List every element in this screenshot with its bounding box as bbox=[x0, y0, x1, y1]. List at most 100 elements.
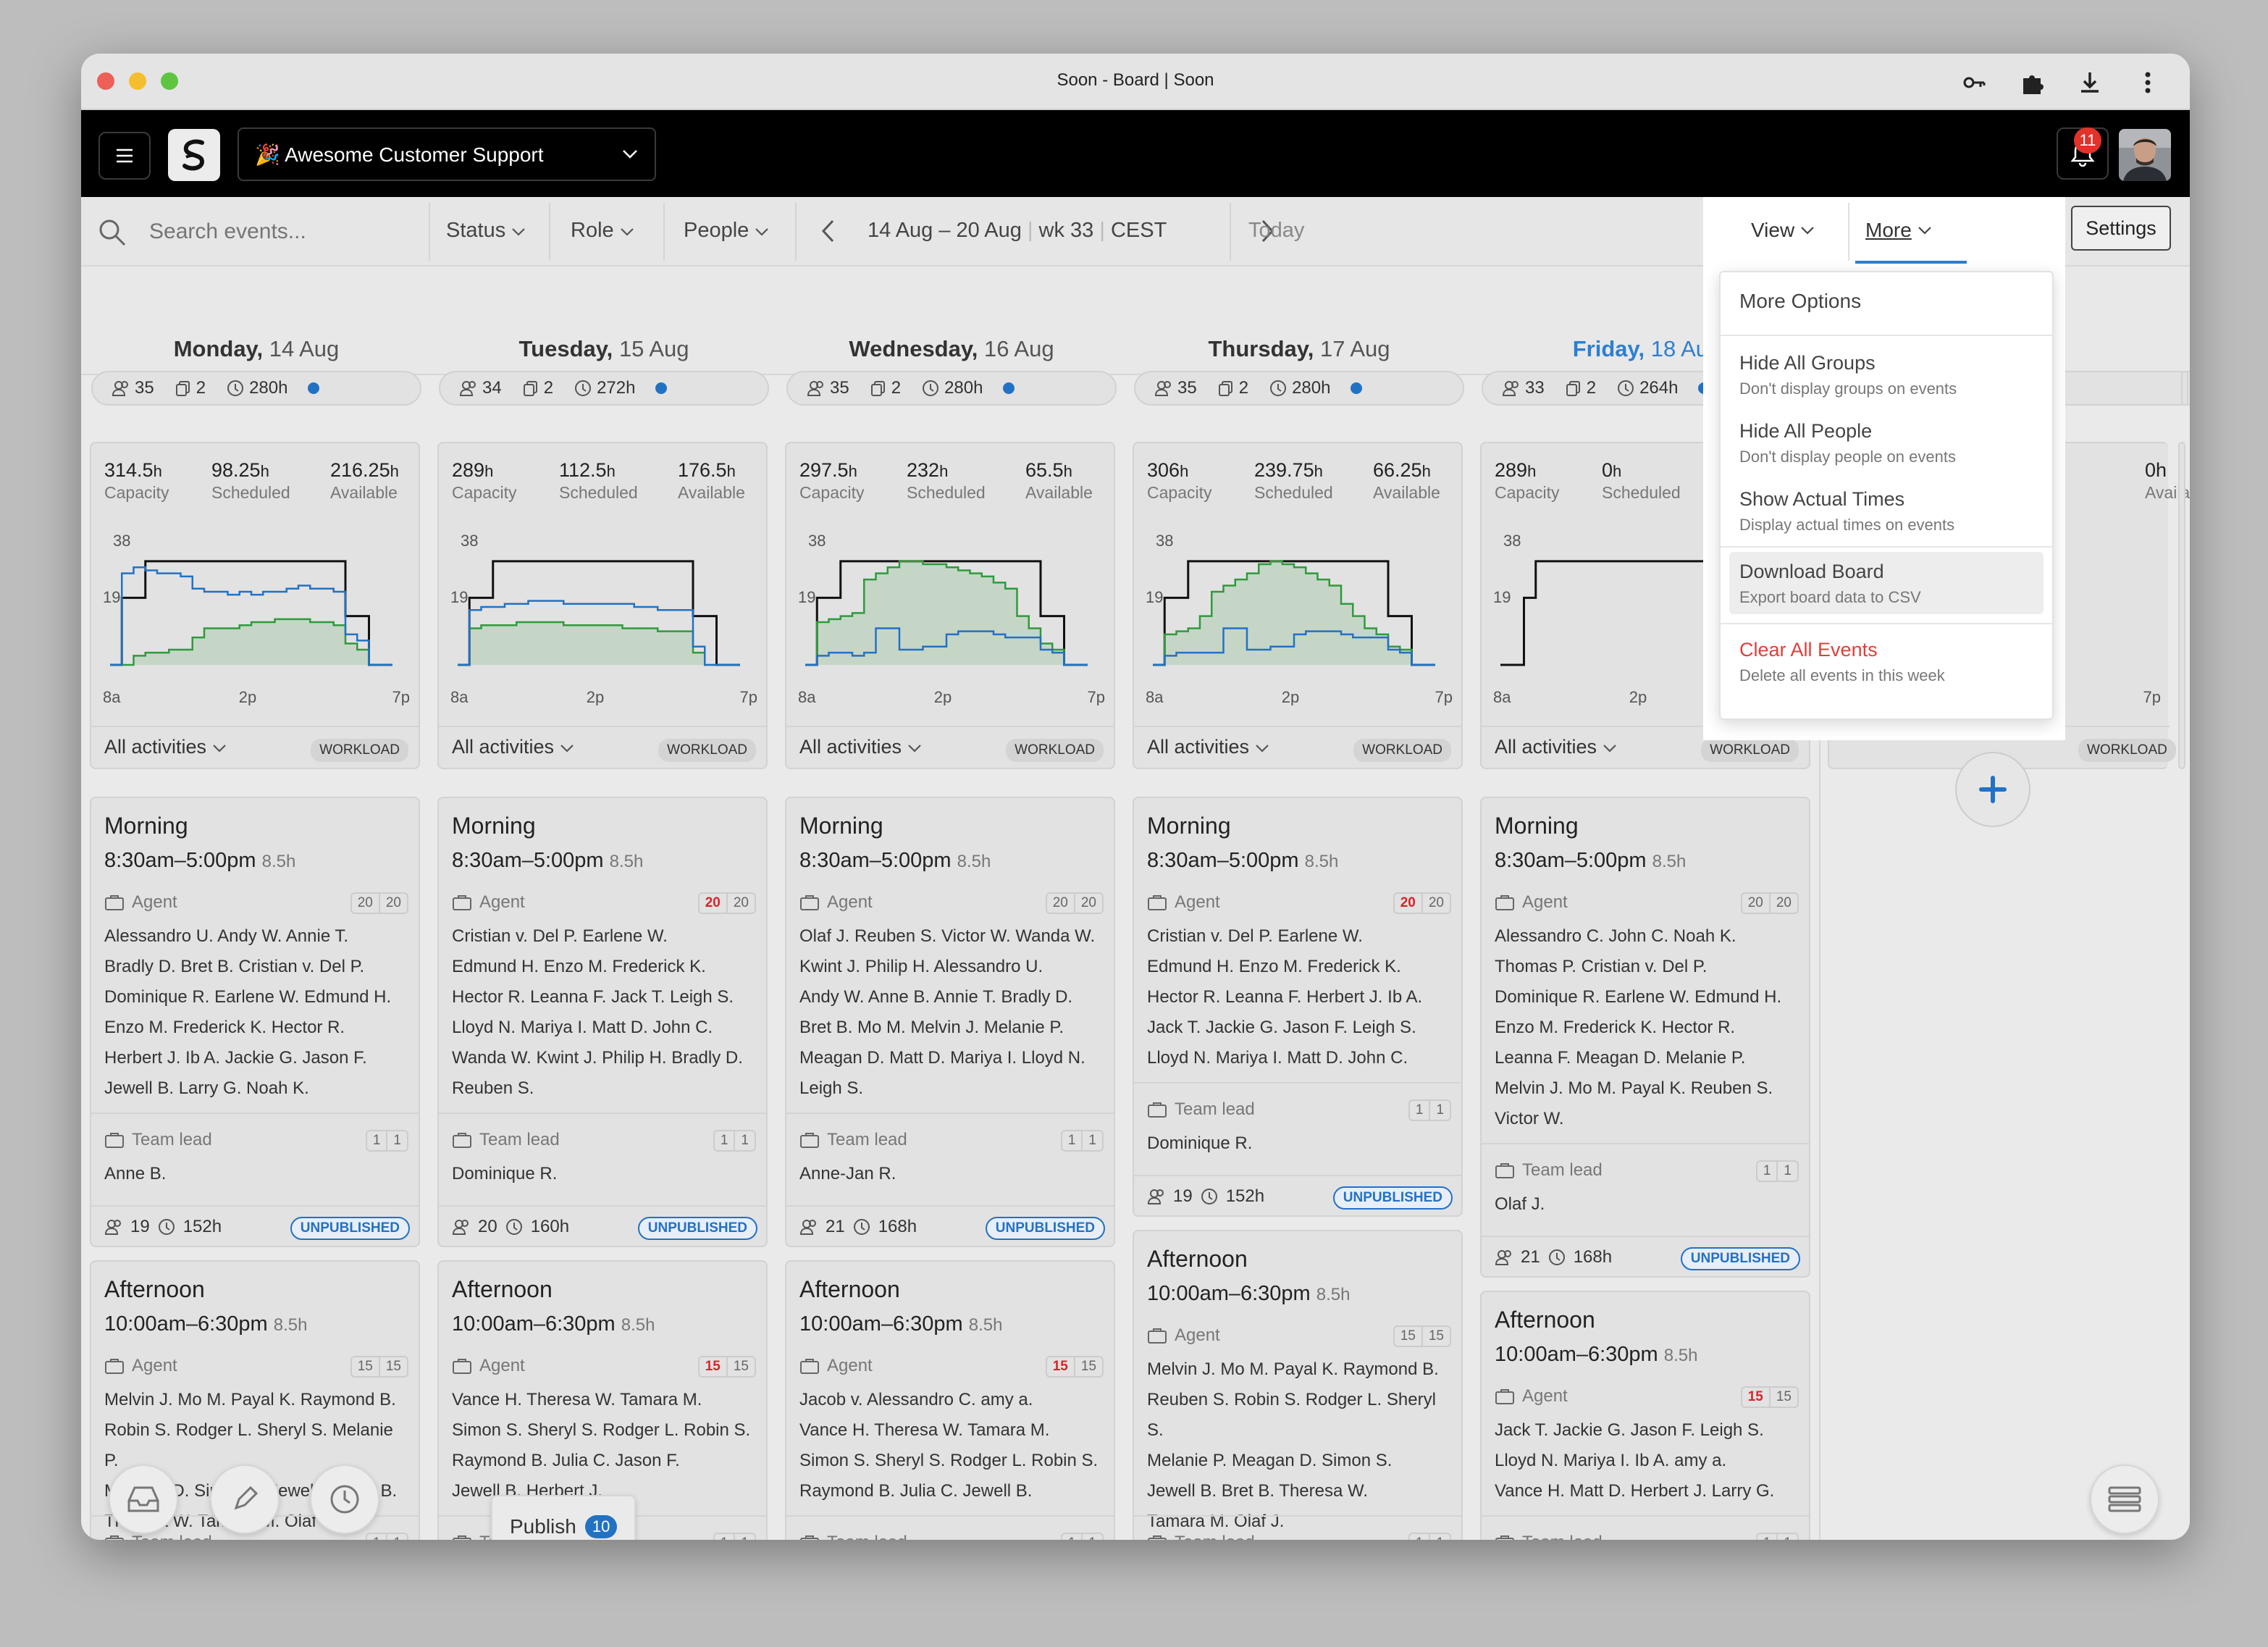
people-line[interactable]: Leanna F. Meagan D. Melanie P. bbox=[1495, 1048, 1746, 1068]
people-line[interactable]: Lloyd N. Mariya I. Matt D. John C. bbox=[1147, 1048, 1408, 1068]
people-line[interactable]: Olaf J. bbox=[1495, 1194, 1545, 1214]
people-line[interactable]: Alessandro C. John C. Noah K. bbox=[1495, 926, 1736, 946]
role-filter[interactable]: Role bbox=[571, 219, 634, 243]
hide-all-people-option[interactable]: Hide All People Don't display people on e… bbox=[1729, 411, 2044, 474]
people-line[interactable]: Melanie P. Meagan D. Simon S. bbox=[1147, 1451, 1393, 1470]
people-line[interactable]: Cristian v. Del P. Earlene W. bbox=[452, 926, 668, 946]
people-line[interactable]: Simon S. Sheryl S. Rodger L. Robin S. bbox=[452, 1420, 751, 1440]
people-line[interactable]: Edmund H. Enzo M. Frederick K. bbox=[452, 957, 706, 976]
people-line[interactable]: Hector R. Leanna F. Herbert J. Ib A. bbox=[1147, 987, 1423, 1007]
shift-card[interactable]: Morning 8:30am–5:00pm 8.5h Agent 20 20 Cristi… bbox=[437, 797, 768, 1247]
people-line[interactable]: Anne-Jan R. bbox=[799, 1164, 896, 1183]
people-line[interactable]: Bradly D. Bret B. Cristian v. Del P. bbox=[104, 957, 365, 976]
soon-logo[interactable] bbox=[168, 129, 220, 181]
people-line[interactable]: Olaf J. Reuben S. Victor W. Wanda W. bbox=[799, 926, 1096, 946]
chevron-right-icon[interactable] bbox=[1260, 219, 1276, 243]
list-view-button[interactable] bbox=[2090, 1464, 2159, 1534]
people-line[interactable]: Melvin J. Mo M. Payal K. Reuben S. bbox=[1495, 1078, 1773, 1098]
activities-filter[interactable]: All activities bbox=[799, 736, 922, 758]
activities-filter[interactable]: All activities bbox=[1147, 736, 1269, 758]
people-line[interactable]: Simon S. Sheryl S. Rodger L. Robin S. bbox=[799, 1451, 1099, 1470]
shift-card[interactable]: Morning 8:30am–5:00pm 8.5h Agent 20 20 Alessa… bbox=[1480, 797, 1810, 1278]
download-board-option[interactable]: Download Board Export board data to CSV bbox=[1729, 552, 2044, 614]
user-avatar[interactable] bbox=[2119, 129, 2171, 181]
people-line[interactable]: Alessandro U. Andy W. Annie T. bbox=[104, 926, 349, 946]
extensions-puzzle-icon[interactable] bbox=[2017, 68, 2046, 97]
chevron-left-icon[interactable] bbox=[820, 219, 836, 243]
people-line[interactable]: Enzo M. Frederick K. Hector R. bbox=[1495, 1018, 1736, 1037]
shift-card[interactable]: Afternoon 10:00am–6:30pm 8.5h Agent 15 15 Jac… bbox=[785, 1260, 1115, 1540]
download-icon[interactable] bbox=[2075, 68, 2104, 97]
people-line[interactable]: Tamara M. Olaf J. bbox=[1147, 1512, 1285, 1531]
workload-badge[interactable]: WORKLOAD bbox=[1701, 739, 1799, 762]
day-header-title[interactable]: Wednesday, 16 Aug bbox=[785, 336, 1118, 362]
day-header-title[interactable]: Tuesday, 15 Aug bbox=[437, 336, 770, 362]
people-line[interactable]: Leigh S. bbox=[799, 1078, 864, 1098]
people-line[interactable]: Raymond B. Julia C. Jewell B. bbox=[799, 1481, 1033, 1501]
people-line[interactable]: Melvin J. Mo M. Payal K. Raymond B. bbox=[104, 1390, 396, 1409]
shift-card[interactable]: Afternoon 10:00am–6:30pm 8.5h Agent 15 15 Van… bbox=[437, 1260, 768, 1540]
people-line[interactable]: Victor W. bbox=[1495, 1109, 1564, 1128]
shift-card[interactable]: Morning 8:30am–5:00pm 8.5h Agent 20 20 Cristi… bbox=[1133, 797, 1463, 1217]
activities-filter[interactable]: All activities bbox=[104, 736, 227, 758]
maximize-window-button[interactable] bbox=[161, 72, 178, 90]
people-line[interactable]: Jack T. Jackie G. Jason F. Leigh S. bbox=[1147, 1018, 1416, 1037]
people-line[interactable]: Hector R. Leanna F. Jack T. Leigh S. bbox=[452, 987, 734, 1007]
workload-badge[interactable]: WORKLOAD bbox=[1006, 739, 1104, 762]
people-line[interactable]: Herbert J. Ib A. Jackie G. Jason F. bbox=[104, 1048, 367, 1068]
day-header-title[interactable]: Thursday, 17 Aug bbox=[1133, 336, 1466, 362]
show-actual-times-option[interactable]: Show Actual Times Display actual times on… bbox=[1729, 479, 2044, 542]
people-line[interactable]: Anne B. bbox=[104, 1164, 167, 1183]
add-event-button[interactable] bbox=[1955, 752, 2030, 827]
activities-filter[interactable]: All activities bbox=[1495, 736, 1617, 758]
people-line[interactable]: Andy W. Anne B. Annie T. Bradly D. bbox=[799, 987, 1073, 1007]
people-line[interactable]: Bret B. Mo M. Melvin J. Melanie P. bbox=[799, 1018, 1064, 1037]
people-line[interactable]: Jewell B. Bret B. Theresa W. bbox=[1147, 1481, 1369, 1501]
inbox-button[interactable] bbox=[109, 1464, 178, 1534]
people-line[interactable]: Robin S. Rodger L. Sheryl S. Melanie P. bbox=[104, 1420, 393, 1470]
view-menu-button[interactable]: View bbox=[1751, 219, 1815, 242]
people-line[interactable]: Wanda W. Kwint J. Philip H. Bradly D. bbox=[452, 1048, 743, 1068]
team-selector[interactable]: 🎉 Awesome Customer Support bbox=[238, 127, 656, 181]
more-vertical-icon[interactable] bbox=[2133, 68, 2162, 97]
shift-card[interactable]: Afternoon 10:00am–6:30pm 8.5h Agent 15 15 Jac… bbox=[1480, 1291, 1810, 1540]
settings-button[interactable]: Settings bbox=[2071, 206, 2171, 251]
people-line[interactable]: Edmund H. Enzo M. Frederick K. bbox=[1147, 957, 1401, 976]
close-window-button[interactable] bbox=[97, 72, 114, 90]
status-filter[interactable]: Status bbox=[446, 219, 526, 243]
people-line[interactable]: Dominique R. Earlene W. Edmund H. bbox=[1495, 987, 1782, 1007]
day-header-title[interactable]: Monday, 14 Aug bbox=[90, 336, 423, 362]
people-line[interactable]: Enzo M. Frederick K. Hector R. bbox=[104, 1018, 345, 1037]
people-line[interactable]: Jacob v. Alessandro C. amy a. bbox=[799, 1390, 1033, 1409]
people-line[interactable]: Cristian v. Del P. Earlene W. bbox=[1147, 926, 1363, 946]
more-menu-button[interactable]: More bbox=[1865, 219, 1932, 242]
shift-card[interactable]: Morning 8:30am–5:00pm 8.5h Agent 20 20 Olaf J… bbox=[785, 797, 1115, 1247]
people-line[interactable]: Vance H. Theresa W. Tamara M. bbox=[799, 1420, 1050, 1440]
search-input[interactable] bbox=[149, 214, 424, 249]
workload-badge[interactable]: WORKLOAD bbox=[658, 739, 756, 762]
people-line[interactable]: Reuben S. Robin S. Rodger L. Sheryl S. bbox=[1147, 1390, 1436, 1440]
people-line[interactable]: Dominique R. bbox=[1147, 1133, 1253, 1153]
clear-all-events-option[interactable]: Clear All Events Delete all events in thi… bbox=[1729, 630, 2044, 692]
people-line[interactable]: Vance H. Matt D. Herbert J. Larry G. bbox=[1495, 1481, 1775, 1501]
edit-button[interactable] bbox=[210, 1464, 280, 1534]
people-filter[interactable]: People bbox=[684, 219, 769, 243]
people-line[interactable]: Dominique R. Earlene W. Edmund H. bbox=[104, 987, 392, 1007]
people-line[interactable]: Dominique R. bbox=[452, 1164, 558, 1183]
hamburger-menu-button[interactable] bbox=[98, 132, 151, 180]
hide-all-groups-option[interactable]: Hide All Groups Don't display groups on e… bbox=[1729, 343, 2044, 406]
today-button[interactable]: Today bbox=[1248, 219, 1305, 242]
people-line[interactable]: Jack T. Jackie G. Jason F. Leigh S. bbox=[1495, 1420, 1764, 1440]
people-line[interactable]: Raymond B. Julia C. Jason F. bbox=[452, 1451, 680, 1470]
people-line[interactable]: Thomas P. Cristian v. Del P. bbox=[1495, 957, 1708, 976]
shift-card[interactable]: Afternoon 10:00am–6:30pm 8.5h Agent 15 15 Mel… bbox=[1133, 1230, 1463, 1540]
workload-badge[interactable]: WORKLOAD bbox=[2078, 739, 2176, 762]
people-line[interactable]: Jewell B. Larry G. Noah K. bbox=[104, 1078, 309, 1098]
activities-filter[interactable]: All activities bbox=[452, 736, 574, 758]
people-line[interactable]: Vance H. Theresa W. Tamara M. bbox=[452, 1390, 702, 1409]
workload-badge[interactable]: WORKLOAD bbox=[311, 739, 408, 762]
people-line[interactable]: Kwint J. Philip H. Alessandro U. bbox=[799, 957, 1043, 976]
minimize-window-button[interactable] bbox=[129, 72, 146, 90]
history-button[interactable] bbox=[310, 1464, 379, 1534]
people-line[interactable]: Lloyd N. Mariya I. Ib A. amy a. bbox=[1495, 1451, 1727, 1470]
